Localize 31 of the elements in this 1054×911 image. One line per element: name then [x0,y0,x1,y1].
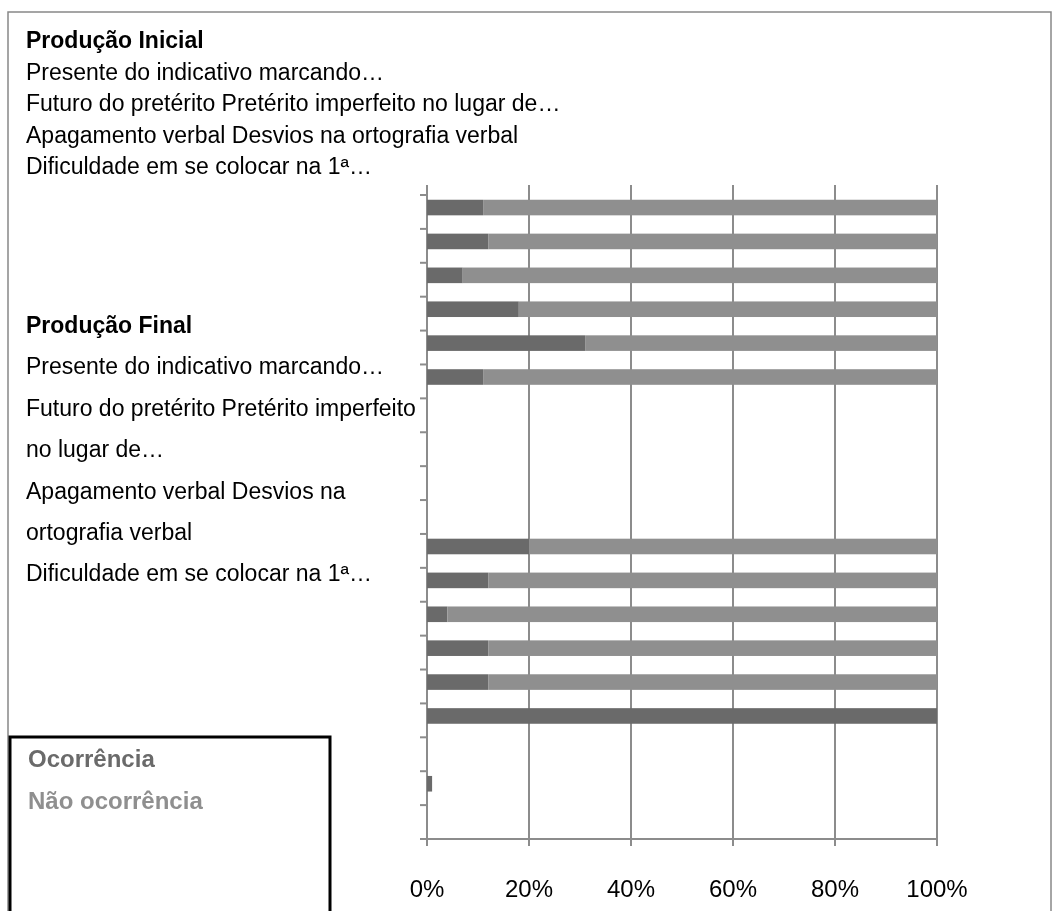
x-tick-label: 60% [708,875,758,902]
bar [427,572,489,589]
text: Apagamento verbal Desvios na ortografia verbal [26,121,519,148]
bar [427,606,448,623]
text: Presente do indicativo marcando… [26,353,384,380]
x-tick-label: 80% [810,875,860,902]
x-tick-label: 20% [504,875,554,902]
bar [427,640,489,656]
bar [427,674,489,690]
text: Ocorrência [28,745,156,772]
bar [427,335,586,351]
bar [427,301,519,318]
text: Não ocorrência [28,787,204,814]
bar [427,199,484,216]
bar [427,775,433,792]
x-tick-label: 100% [906,875,968,902]
text: Dificuldade em se colocar na 1ª… [26,153,373,179]
text: Produção Inicial [26,27,204,53]
bar [427,708,937,724]
x-tick-label: 40% [606,875,656,902]
text: Futuro do pretérito Pretérito imperfeito no lugar de… [26,90,561,116]
bar [427,369,484,385]
text: Produção Final [26,312,193,338]
text: Dificuldade em se colocar na 1ª… [26,560,373,587]
text: Futuro do pretérito Pretérito imperfeito no lugar de… [26,394,416,463]
bar [427,233,489,250]
text: Presente do indicativo marcando… [26,58,384,85]
x-tick-label: 0% [409,875,445,902]
bar [427,538,529,555]
text: Apagamento verbal Desvios na ortografia verbal [26,477,346,545]
bar [427,267,463,284]
